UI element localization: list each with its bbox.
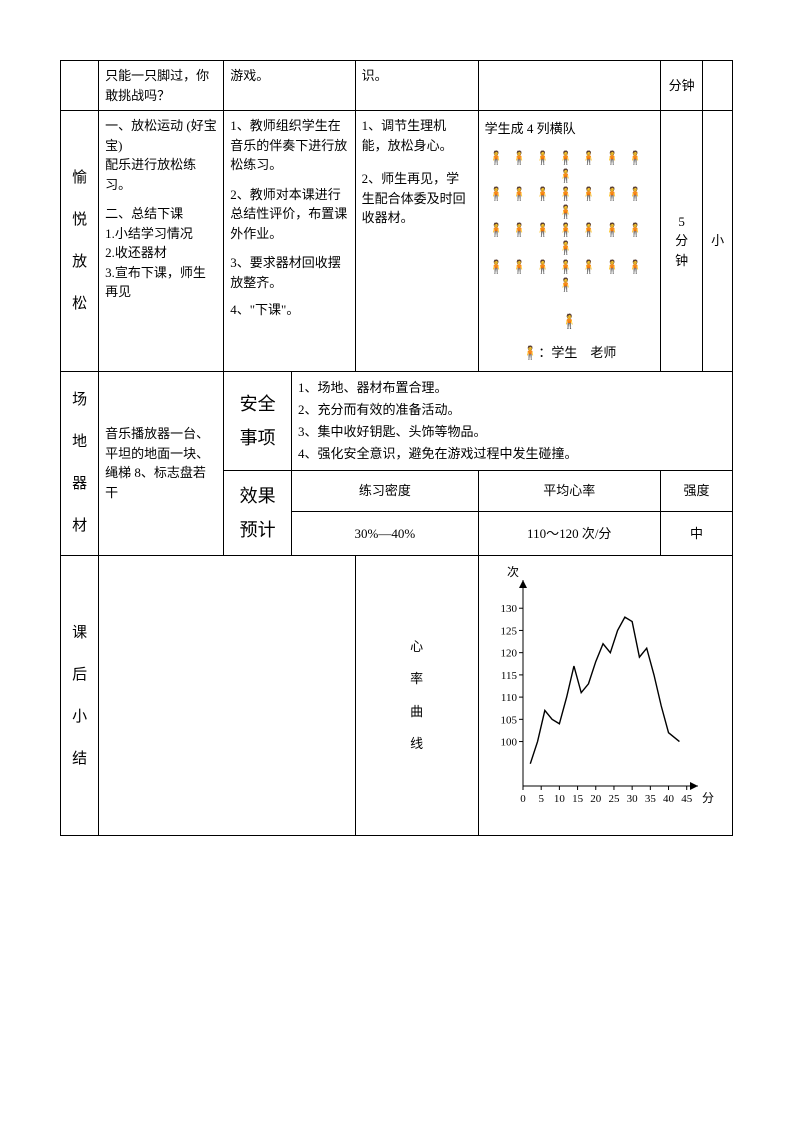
label-relax: 愉悦放松: [61, 111, 99, 372]
hdr-density: 练习密度: [292, 470, 479, 511]
teach-1: 1、教师组织学生在音乐的伴奏下进行放松练习。: [230, 116, 348, 175]
svg-text:100: 100: [500, 737, 517, 749]
svg-text:30: 30: [626, 793, 638, 805]
relax-f: 3.宣布下课，师生再见: [105, 263, 217, 302]
svg-text:0: 0: [520, 793, 526, 805]
cell-intensity-small: 小: [703, 111, 733, 372]
svg-text:10: 10: [553, 793, 565, 805]
teach-4: 4、"下课"。: [230, 300, 348, 320]
lesson-plan-table: 只能一只脚过，你敢挑战吗？ 游戏。 识。 分钟 愉悦放松 一、放松运动 (好宝宝…: [60, 60, 733, 836]
row-summary: 课后小结 心率曲线 100 105 110 115 120 125 130 05 10 15 20 2…: [61, 556, 733, 836]
heart-rate-chart: 100 105 110 115 120 125 130 05 10 15 20 25 30 35 40 45 次…: [485, 566, 720, 816]
cell-minutes: 分钟: [660, 61, 702, 111]
val-intensity: 中: [660, 511, 732, 556]
svg-text:25: 25: [608, 793, 620, 805]
hdr-heartrate: 平均心率: [478, 470, 660, 511]
relax-a: 一、放松运动 (好宝宝): [105, 116, 217, 155]
student-formation-icon: 🧍🧍🧍🧍🧍🧍🧍🧍 🧍🧍🧍🧍🧍🧍🧍🧍 🧍🧍🧍🧍🧍🧍🧍🧍 🧍🧍🧍🧍🧍🧍🧍🧍: [485, 149, 654, 295]
teach-2: 2、教师对本课进行总结性评价，布置课外作业。: [230, 185, 348, 244]
cell-teacher-activity: 1、教师组织学生在音乐的伴奏下进行放松练习。 2、教师对本课进行总结性评价，布置…: [224, 111, 355, 372]
safety-1: 1、场地、器材布置合理。: [298, 377, 726, 399]
row-relax: 愉悦放松 一、放松运动 (好宝宝) 配乐进行放松练习。 二、总结下课 1.小结学…: [61, 111, 733, 372]
safety-4: 4、强化安全意识，避免在游戏过程中发生碰撞。: [298, 443, 726, 465]
svg-text:130: 130: [500, 603, 517, 615]
teach-3: 3、要求器材回收摆放整齐。: [230, 253, 348, 292]
formation-legend: 🧍：学生 老师: [485, 343, 654, 363]
cell-student-activity: 1、调节生理机能，放松身心。 2、师生再见，学生配合体委及时回收器材。: [355, 111, 478, 372]
cell-empty: [61, 61, 99, 111]
relax-c: 二、总结下课: [105, 204, 217, 224]
stu-2: 2、师生再见，学生配合体委及时回收器材。: [362, 169, 472, 228]
hdr-intensity: 强度: [660, 470, 732, 511]
cell-hr-chart: 100 105 110 115 120 125 130 05 10 15 20 25 30 35 40 45 次…: [478, 556, 732, 836]
cell-shi: 识。: [355, 61, 478, 111]
cell-challenge: 只能一只脚过，你敢挑战吗？: [99, 61, 224, 111]
svg-text:次: 次: [507, 566, 519, 579]
safety-3: 3、集中收好钥匙、头饰等物品。: [298, 421, 726, 443]
label-hr-curve: 心率曲线: [355, 556, 478, 836]
relax-e: 2.收还器材: [105, 243, 217, 263]
cell-summary-empty: [99, 556, 356, 836]
svg-text:120: 120: [500, 648, 517, 660]
cell-formation: 学生成 4 列横队 🧍🧍🧍🧍🧍🧍🧍🧍 🧍🧍🧍🧍🧍🧍🧍🧍 🧍🧍🧍🧍🧍🧍🧍🧍 🧍🧍🧍…: [478, 111, 660, 372]
val-density: 30%—40%: [292, 511, 479, 556]
cell-relax-content: 一、放松运动 (好宝宝) 配乐进行放松练习。 二、总结下课 1.小结学习情况 2…: [99, 111, 224, 372]
formation-title: 学生成 4 列横队: [485, 119, 654, 139]
svg-text:105: 105: [500, 715, 517, 727]
cell-empty-3: [703, 61, 733, 111]
svg-text:115: 115: [501, 670, 518, 682]
svg-text:40: 40: [663, 793, 675, 805]
svg-text:分: 分: [702, 791, 714, 805]
row-prev-continuation: 只能一只脚过，你敢挑战吗？ 游戏。 识。 分钟: [61, 61, 733, 111]
svg-text:110: 110: [501, 692, 518, 704]
label-summary: 课后小结: [61, 556, 99, 836]
cell-game: 游戏。: [224, 61, 355, 111]
cell-safety-items: 1、场地、器材布置合理。 2、充分而有效的准备活动。 3、集中收好钥匙、头饰等物…: [292, 371, 733, 470]
relax-b: 配乐进行放松练习。: [105, 155, 217, 194]
cell-time-5min: 5分钟: [660, 111, 702, 372]
relax-d: 1.小结学习情况: [105, 224, 217, 244]
svg-text:15: 15: [572, 793, 584, 805]
stu-1: 1、调节生理机能，放松身心。: [362, 116, 472, 155]
svg-text:5: 5: [538, 793, 544, 805]
svg-text:20: 20: [590, 793, 602, 805]
cell-empty-2: [478, 61, 660, 111]
label-safety: 安全事项: [224, 371, 292, 470]
safety-2: 2、充分而有效的准备活动。: [298, 399, 726, 421]
cell-equipment-list: 音乐播放器一台、平坦的地面一块、绳梯 8、标志盘若干: [99, 371, 224, 556]
val-heartrate: 110～120 次/分: [478, 511, 660, 556]
svg-text:45: 45: [681, 793, 693, 805]
svg-text:125: 125: [500, 626, 517, 638]
teacher-icon: 🧍: [485, 312, 654, 333]
label-effect: 效果预计: [224, 470, 292, 555]
svg-text:35: 35: [644, 793, 656, 805]
row-safety: 场地器材 音乐播放器一台、平坦的地面一块、绳梯 8、标志盘若干 安全事项 1、场…: [61, 371, 733, 470]
label-equipment: 场地器材: [61, 371, 99, 556]
